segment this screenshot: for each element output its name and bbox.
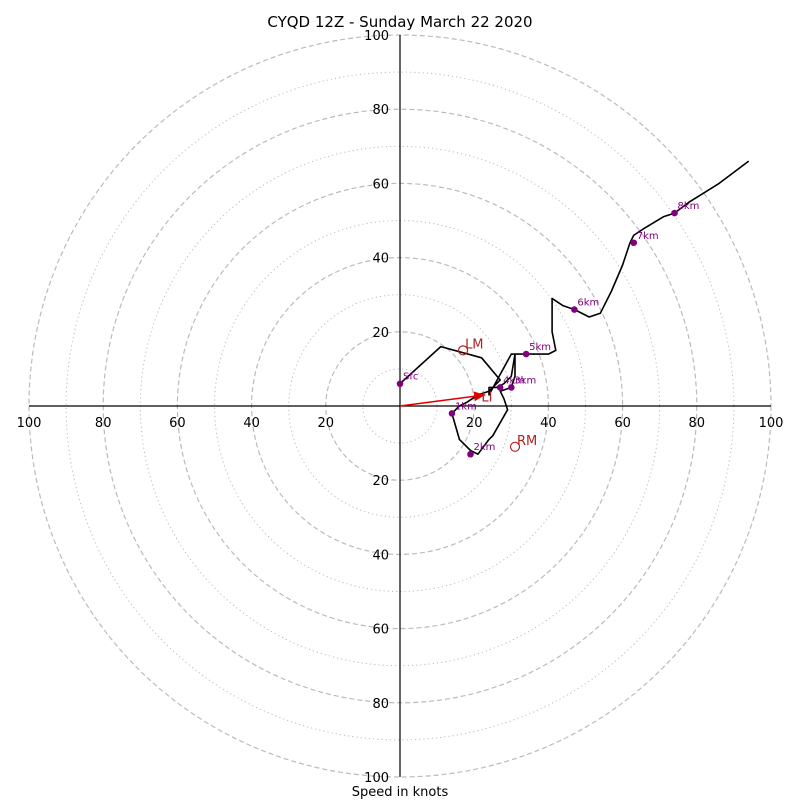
tick-labels: 100 80 60 40 20 20 40 60 80 100 100 80 60 40 20 20 40 60 8… — [17, 29, 784, 786]
x-tick-label: 20 — [318, 416, 335, 431]
y-tick-label: 40 — [372, 252, 389, 267]
height-marker-5km — [522, 350, 530, 358]
height-marker-label: 5km — [529, 342, 551, 353]
y-tick-label: 80 — [372, 103, 389, 118]
height-marker-7km — [630, 239, 638, 247]
x-tick-label: 60 — [169, 416, 186, 431]
height-marker-1km — [448, 410, 456, 417]
height-marker-label: Sfc — [403, 372, 418, 383]
height-marker-label: 2km — [473, 442, 495, 453]
y-tick-label: 60 — [372, 623, 389, 638]
x-tick-label: 100 — [759, 416, 784, 431]
height-marker-label: 3km — [514, 375, 536, 386]
storm-motion-arrow — [399, 391, 486, 407]
y-tick-label: 20 — [372, 474, 389, 489]
height-marker-3km — [508, 384, 515, 391]
x-tick-label: 80 — [689, 416, 706, 431]
y-tick-label: 100 — [364, 29, 389, 44]
height-marker-label: 1km — [455, 401, 477, 412]
height-marker-Sfc — [396, 380, 404, 388]
x-tick-label: 100 — [17, 416, 42, 431]
motion-label-RM: RM — [517, 434, 537, 449]
height-marker-6km — [571, 306, 578, 313]
height-marker-2km — [467, 450, 474, 458]
x-axis-label: Speed in knots — [352, 785, 449, 800]
chart-title: CYQD 12Z - Sunday March 22 2020 — [267, 13, 532, 31]
y-tick-label: 40 — [372, 548, 389, 563]
height-marker-label: 8km — [678, 201, 700, 212]
x-tick-label: 60 — [614, 416, 631, 431]
motion-label-LM: LM — [465, 337, 483, 352]
height-marker-label: 6km — [577, 298, 599, 309]
motion-label-LI: LI — [481, 391, 492, 406]
x-tick-label: 40 — [540, 416, 557, 431]
height-marker-8km — [671, 209, 678, 217]
x-tick-label: 40 — [243, 416, 260, 431]
height-marker-label: 4km — [503, 375, 525, 386]
y-tick-label: 100 — [364, 771, 389, 786]
y-tick-label: 20 — [372, 326, 389, 341]
y-tick-label: 60 — [372, 177, 389, 192]
x-tick-label: 20 — [466, 416, 483, 431]
motion-marker-LM — [457, 345, 469, 356]
x-tick-label: 80 — [95, 416, 112, 431]
y-tick-label: 80 — [372, 697, 389, 712]
height-marker-label: 7km — [637, 231, 659, 242]
motion-marker-RM — [509, 441, 521, 452]
height-marker-4km — [496, 384, 504, 391]
